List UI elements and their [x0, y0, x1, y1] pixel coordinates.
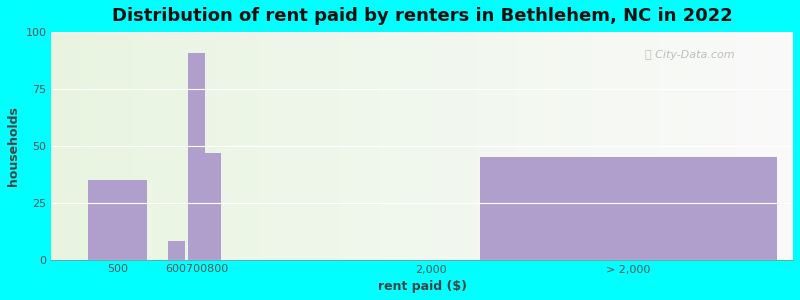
Bar: [88, 180, 147, 260]
Text: ⓘ City-Data.com: ⓘ City-Data.com: [645, 50, 734, 60]
Bar: [168, 242, 185, 260]
X-axis label: rent paid ($): rent paid ($): [378, 280, 466, 293]
Bar: [188, 52, 205, 260]
Title: Distribution of rent paid by renters in Bethlehem, NC in 2022: Distribution of rent paid by renters in …: [112, 7, 733, 25]
Bar: [205, 153, 221, 260]
Y-axis label: households: households: [7, 106, 20, 186]
Bar: [480, 157, 777, 260]
